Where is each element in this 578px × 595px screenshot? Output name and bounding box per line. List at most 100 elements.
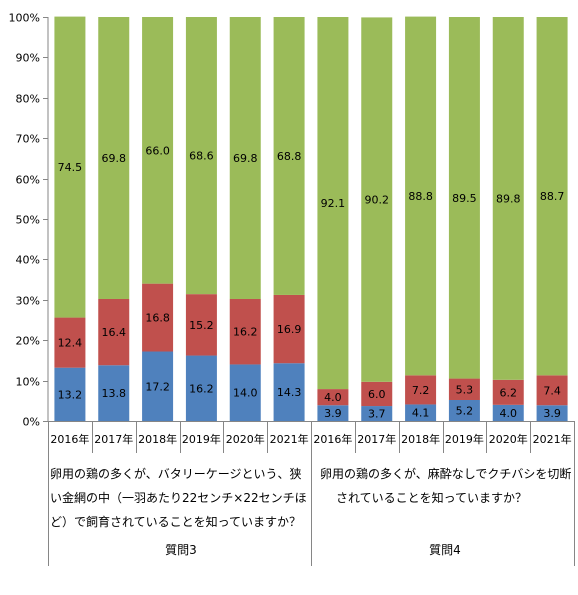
bar-segment (229, 298, 261, 365)
question-4-text: 卵用の鶏の多くが、麻酔なしでクチバシを切断 されていることを知っていますか？ (320, 462, 578, 510)
y-tick-label: 80% (16, 93, 40, 106)
bar-segment (142, 17, 174, 284)
y-tick-label: 60% (16, 174, 40, 187)
bar-segment (142, 283, 174, 352)
data-label: 88.8 (408, 190, 433, 203)
data-label: 66.0 (145, 144, 170, 157)
data-label: 7.4 (543, 384, 561, 397)
x-tick-label: 2017年 (94, 432, 133, 446)
question-4-line-1: 卵用の鶏の多くが、麻酔なしでクチバシを切断 (320, 467, 572, 481)
group-label-q4: 質問4 (429, 543, 461, 557)
bar-segment (361, 406, 393, 421)
y-tick-label: 50% (16, 214, 40, 227)
data-label: 3.9 (543, 407, 561, 420)
bar-segment (448, 17, 480, 379)
bar-segment (448, 399, 480, 421)
bar-segment (185, 294, 217, 356)
bar-segment (317, 405, 349, 421)
x-tick-label: 2016年 (50, 432, 89, 446)
bar-segment (492, 17, 524, 380)
data-label: 92.1 (321, 197, 346, 210)
y-tick-label: 20% (16, 335, 40, 348)
data-label: 90.2 (365, 194, 390, 207)
y-tick-label: 70% (16, 133, 40, 146)
data-label: 15.2 (189, 319, 214, 332)
data-label: 5.2 (456, 404, 474, 417)
y-tick-label: 90% (16, 52, 40, 65)
data-label: 74.5 (58, 161, 83, 174)
bar-segment (536, 375, 568, 406)
x-tick-label: 2021年 (270, 432, 309, 446)
bar-segment (185, 17, 217, 295)
data-label: 89.5 (452, 192, 477, 205)
question-4-line-2: されていることを知っていますか？ (336, 491, 528, 505)
bar-segment (98, 298, 130, 366)
bar-segment (185, 355, 217, 421)
data-label: 69.8 (102, 152, 127, 165)
bar-segment (536, 17, 568, 376)
data-label: 13.8 (102, 387, 127, 400)
bar-segment (229, 364, 261, 421)
x-axis: 2016年 2017年 2018年 2019年 2020年 2021年 2016年 2017年… (48, 421, 575, 566)
bar-segment (405, 375, 437, 405)
data-label: 4.0 (500, 407, 518, 420)
data-label: 6.0 (368, 388, 386, 401)
data-label: 3.7 (368, 408, 386, 421)
data-label: 16.8 (145, 312, 170, 325)
data-label: 4.1 (412, 407, 430, 420)
data-label: 89.8 (496, 192, 521, 205)
data-label: 16.4 (102, 326, 127, 339)
data-label: 14.3 (277, 386, 302, 399)
x-tick-label: 2018年 (138, 432, 177, 446)
data-label: 12.4 (58, 337, 83, 350)
bar-segment (317, 389, 349, 406)
x-tick-label: 2019年 (182, 432, 221, 446)
bar-segment (273, 363, 305, 421)
data-label: 16.2 (189, 382, 214, 395)
y-tick-label: 30% (16, 295, 40, 308)
data-label: 7.2 (412, 384, 430, 397)
y-tick-label: 10% (16, 376, 40, 389)
y-tick-label: 40% (16, 254, 40, 267)
data-label: 16.2 (233, 326, 258, 339)
bar-segment (98, 365, 130, 421)
bars (54, 16, 568, 421)
data-label: 17.2 (145, 380, 170, 393)
bar-segment (492, 404, 524, 421)
y-tick-label: 100% (9, 12, 40, 25)
x-tick-label: 2016年 (313, 432, 352, 446)
data-label: 14.0 (233, 387, 258, 400)
x-tick-label: 2020年 (489, 432, 528, 446)
y-tick-label: 0% (23, 416, 40, 429)
bar-segment (361, 381, 393, 407)
x-tick-label: 2017年 (357, 432, 396, 446)
x-tick-label: 2020年 (226, 432, 265, 446)
data-label: 13.2 (58, 388, 83, 401)
bar-segment (405, 404, 437, 421)
data-label: 5.3 (456, 383, 474, 396)
data-label: 16.9 (277, 323, 302, 336)
bar-segment (54, 367, 86, 421)
data-label: 88.7 (540, 190, 565, 203)
data-label: 68.8 (277, 150, 302, 163)
bar-segment (54, 317, 86, 368)
x-tick-label: 2018年 (401, 432, 440, 446)
bar-segment (405, 16, 437, 376)
bar-segment (317, 17, 349, 390)
data-label: 69.8 (233, 152, 258, 165)
bar-segment (54, 16, 86, 318)
question-3-line-3: ど）で飼育されていることを知っていますか？ (50, 515, 302, 529)
bar-segment (142, 351, 174, 421)
data-labels: 13.2 12.4 74.5 13.8 16.4 69.8 17.2 16.8 66.0 16.2… (58, 144, 565, 420)
data-label: 6.2 (500, 386, 518, 399)
y-axis: 0% 10% 20% 30% 40% 50% 60% 70% 80% 90% 100% (9, 12, 49, 429)
bar-segment (361, 17, 393, 382)
bar-segment (273, 17, 305, 295)
question-3-text: 卵用の鶏の多くが、バタリーケージという、狭 い金網の中（一羽あたり22センチ×2… (50, 462, 312, 534)
bar-segment (98, 17, 130, 299)
bar-segment (492, 379, 524, 405)
question-3-line-1: 卵用の鶏の多くが、バタリーケージという、狭 (50, 467, 302, 481)
data-label: 68.6 (189, 150, 214, 163)
bar-segment (448, 378, 480, 400)
